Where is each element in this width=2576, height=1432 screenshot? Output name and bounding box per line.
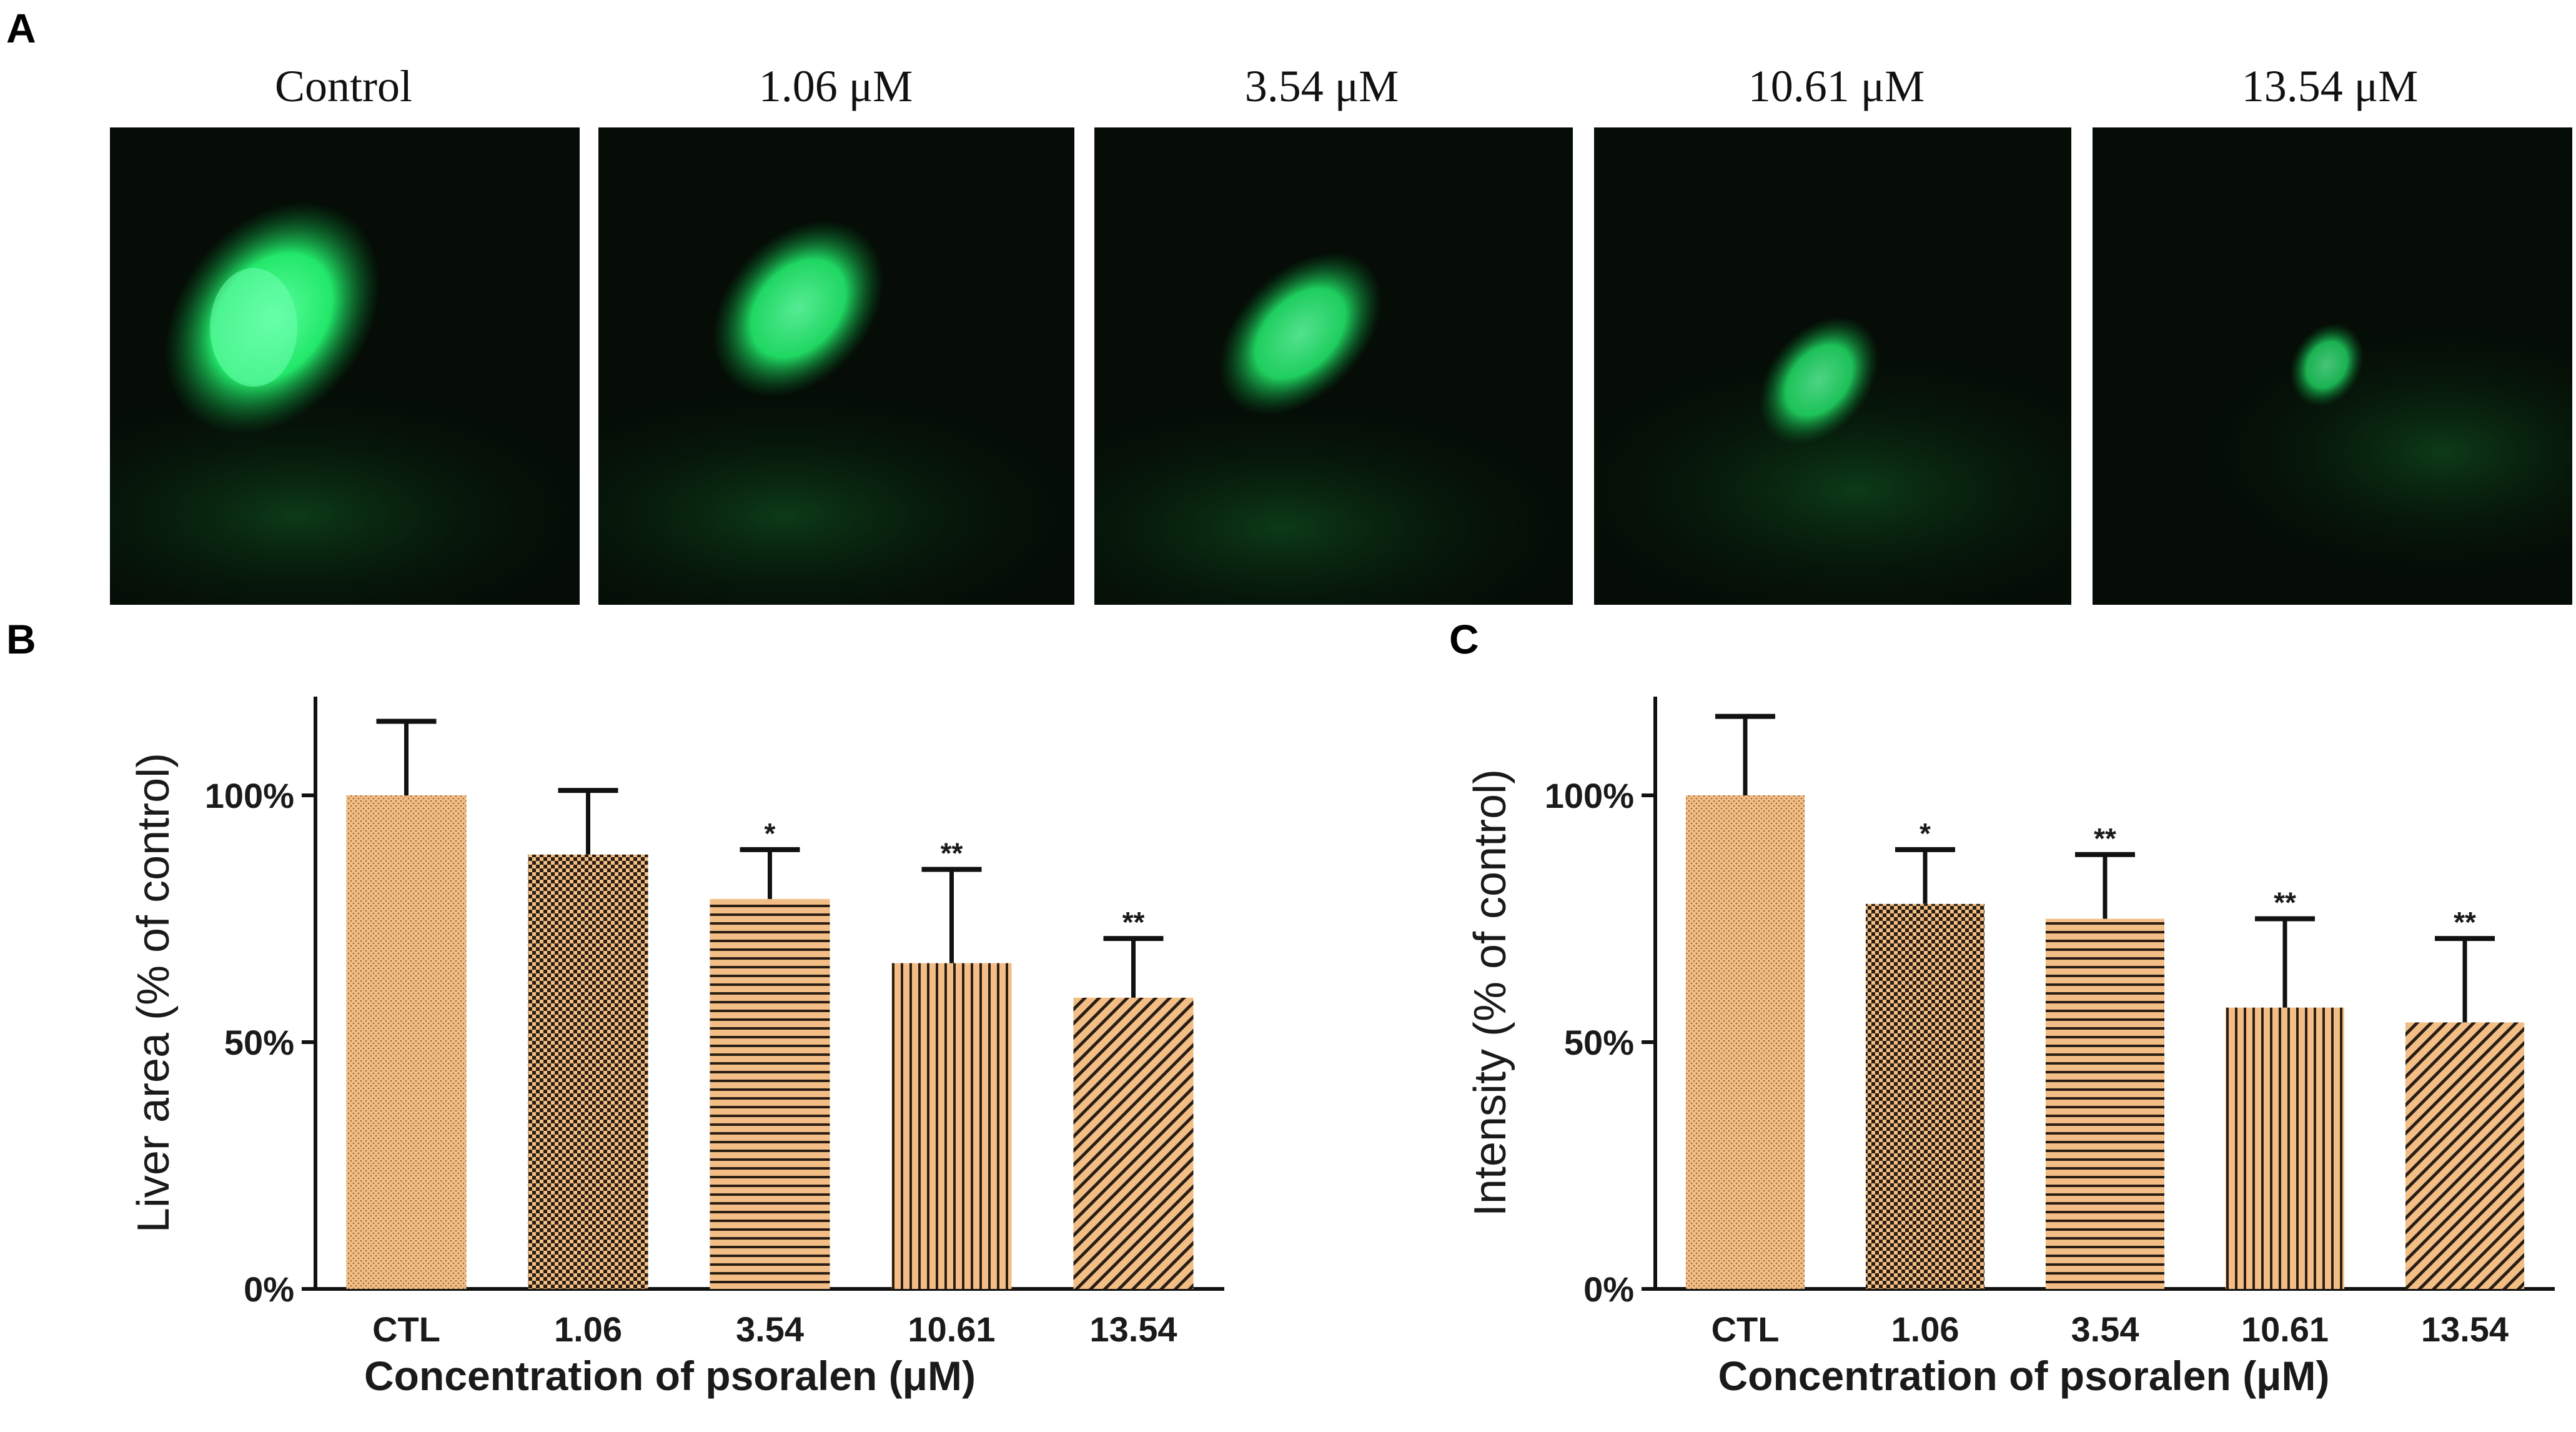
x-tick-label: 1.06 (554, 1310, 622, 1349)
panel-label-b: B (6, 616, 36, 662)
x-tick-label: CTL (372, 1310, 440, 1349)
significance-marker: ** (1122, 906, 1145, 938)
image-label-10-61: 10.61 μM (1748, 61, 1925, 111)
image-label-3-54: 3.54 μM (1244, 61, 1399, 111)
y-tick-label: 0% (1583, 1270, 1634, 1309)
y-tick-label: 100% (205, 776, 294, 815)
bar-CTL (346, 795, 467, 1289)
bar-CTL (1685, 795, 1805, 1289)
bar-10.61 (891, 963, 1012, 1289)
image-label-1-06: 1.06 μM (758, 61, 913, 111)
x-tick-label: 1.06 (1891, 1310, 1959, 1349)
x-axis-label: Concentration of psoralen (μM) (1718, 1353, 2329, 1399)
image-label-13-54: 13.54 μM (2241, 61, 2419, 111)
significance-marker: ** (941, 837, 963, 870)
fluorescence-image-control (110, 127, 580, 605)
y-axis-label: Intensity (% of control) (1465, 769, 1515, 1216)
significance-marker: ** (2274, 887, 2296, 919)
significance-marker: * (765, 817, 776, 850)
significance-marker: * (1920, 817, 1931, 850)
significance-marker: ** (2094, 822, 2116, 855)
x-tick-label: 10.61 (908, 1310, 995, 1349)
x-tick-label: 10.61 (2241, 1310, 2329, 1349)
x-axis-label: Concentration of psoralen (μM) (364, 1353, 976, 1399)
bar-10.61 (2225, 1007, 2345, 1289)
x-tick-label: 13.54 (2421, 1310, 2509, 1349)
bar-1.06 (528, 854, 648, 1289)
panel-label-a: A (6, 5, 36, 51)
x-tick-label: 3.54 (736, 1310, 804, 1349)
bar-13.54 (1073, 997, 1194, 1289)
bar-3.54 (2045, 918, 2165, 1289)
image-label-control: Control (274, 61, 412, 111)
significance-marker: ** (2454, 906, 2476, 938)
liver-area-bar-chart: 0% 50% 100% CTL 1.06 * 3.54 ** 10.61 ** 13.54 Conce… (129, 697, 1224, 1399)
panel-label-c: C (1449, 616, 1479, 662)
fluorescence-image-1-06 (598, 127, 1074, 605)
fluorescence-image-3-54 (1094, 127, 1573, 605)
y-tick-label: 0% (244, 1270, 294, 1309)
bar-1.06 (1865, 903, 1985, 1289)
y-tick-label: 50% (224, 1023, 294, 1062)
fluorescence-image-10-61 (1594, 127, 2071, 605)
x-tick-label: 13.54 (1089, 1310, 1177, 1349)
y-axis-label: Liver area (% of control) (129, 753, 179, 1233)
y-tick-label: 100% (1545, 776, 1634, 815)
y-tick-label: 50% (1564, 1023, 1634, 1062)
x-tick-label: CTL (1712, 1310, 1780, 1349)
x-tick-label: 3.54 (2071, 1310, 2139, 1349)
bar-3.54 (710, 898, 830, 1289)
bar-13.54 (2405, 1022, 2525, 1289)
fluorescence-image-13-54 (2093, 127, 2572, 605)
intensity-bar-chart: 0% 50% 100% CTL * 1.06 ** 3.54 ** 10.61 ** 13.54 Con… (1465, 697, 2555, 1399)
